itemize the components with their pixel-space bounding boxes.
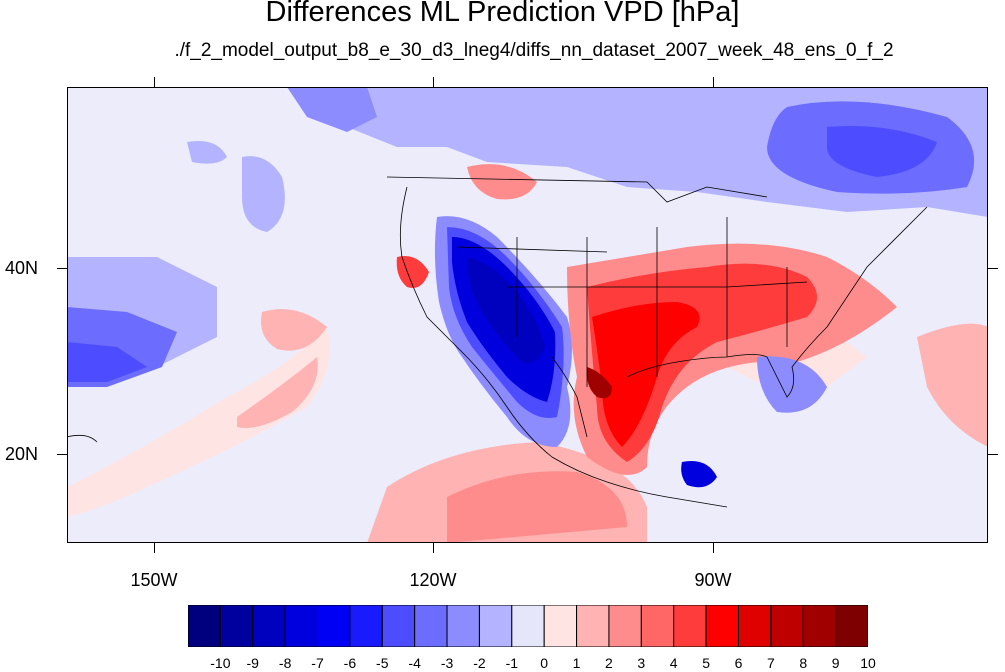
map-subtitle: ./f_2_model_output_b8_e_30_d3_lneg4/diff… <box>174 40 894 61</box>
colorbar-tick-label: -9 <box>246 655 259 671</box>
colorbar-tick-label: -8 <box>278 655 292 671</box>
difference-map <box>67 87 988 543</box>
colorbar-swatch <box>770 605 804 647</box>
colorbar-tick-label: -10 <box>210 655 231 671</box>
colorbar-tick-label: -6 <box>343 655 357 671</box>
alaska-blue-area <box>287 87 377 132</box>
pacific-pink-band <box>67 327 330 517</box>
colorbar-swatch <box>511 605 545 647</box>
colorbar-tick-label: 2 <box>605 655 613 671</box>
colorbar-tick-label: 3 <box>637 655 646 671</box>
central-us-red-deep <box>586 367 612 399</box>
lat-tick-20n-right <box>988 454 998 455</box>
colorbar-tick-label: -3 <box>440 655 454 671</box>
lon-label-120w: 120W <box>409 570 457 590</box>
colorbar-swatch <box>576 605 610 647</box>
pacific-small-blue-area <box>242 156 285 232</box>
colorbar-swatch <box>673 605 707 647</box>
colorbar-tick-label: -5 <box>376 655 389 671</box>
lon-tick-120w-top <box>433 77 434 87</box>
lat-label-20n: 20N <box>4 444 38 464</box>
lon-tick-150w <box>154 543 155 553</box>
atlantic-pink-area <box>917 323 988 447</box>
lat-tick-20n-left <box>57 454 67 455</box>
colorbar-tick-label: 6 <box>734 655 743 671</box>
colorbar-swatch <box>381 605 416 647</box>
lat-tick-40n-left <box>57 268 67 269</box>
colorbar-swatch <box>188 605 221 647</box>
gulf-blue-area <box>757 356 827 413</box>
colorbar-swatch <box>640 605 675 647</box>
colorbar-tick-label: 8 <box>799 655 808 671</box>
pacific-mid-blue-area <box>67 342 147 382</box>
mexico-blue-spot <box>681 461 717 488</box>
pacific-small-blue-area-2 <box>187 141 227 164</box>
colorbar-swatch <box>284 605 319 647</box>
lon-tick-90w-top <box>713 77 714 87</box>
colorbar-tick-label: 4 <box>669 655 678 671</box>
lon-label-90w: 90W <box>694 570 732 590</box>
map-title: Differences ML Prediction VPD [hPa] <box>265 0 740 28</box>
colorbar-tick-label: -1 <box>505 655 519 671</box>
colorbar-swatch <box>219 605 254 647</box>
colorbar-tick-label: -4 <box>408 655 421 671</box>
northwest-red-spot <box>467 164 537 200</box>
colorbar-swatch <box>802 605 837 647</box>
colorbar <box>188 605 868 647</box>
colorbar-tick-label: 5 <box>702 655 710 671</box>
colorbar-swatch <box>543 605 578 647</box>
colorbar-tick-label: -2 <box>473 655 486 671</box>
colorbar-tick-label: 7 <box>766 655 775 671</box>
colorbar-swatch <box>608 605 642 647</box>
lat-label-40n: 40N <box>4 258 38 278</box>
lon-label-150w: 150W <box>130 570 178 590</box>
colorbar-swatch <box>252 605 286 647</box>
central-us-red-core <box>592 302 700 447</box>
colorbar-swatch <box>478 605 513 647</box>
colorbar-tick-label: 1 <box>572 655 581 671</box>
coastlines <box>67 176 928 508</box>
map-field <box>67 87 988 543</box>
north-blue-core-2 <box>827 126 937 177</box>
pacific-pink-core <box>237 357 318 428</box>
map-border <box>67 87 988 543</box>
lon-tick-150w-top <box>154 77 155 87</box>
colorbar-tick-label: 9 <box>831 655 840 671</box>
colorbar-tick-label: -7 <box>311 655 324 671</box>
colorbar-swatch <box>317 605 351 647</box>
lon-tick-120w <box>433 543 434 553</box>
colorbar-tick-label: 0 <box>540 655 549 671</box>
south-pink-core <box>447 471 627 543</box>
lon-tick-90w <box>713 543 714 553</box>
colorbar-tick-label: 10 <box>860 655 876 671</box>
pacific-pink-spot <box>261 309 327 351</box>
colorbar-swatch <box>349 605 383 647</box>
colorbar-swatch <box>414 605 448 647</box>
lat-tick-40n-right <box>988 268 998 269</box>
colorbar-swatch <box>835 605 868 647</box>
colorbar-swatch <box>446 605 480 647</box>
colorbar-swatch <box>705 605 739 647</box>
west-us-blue-deep <box>467 257 545 363</box>
colorbar-swatch <box>737 605 772 647</box>
